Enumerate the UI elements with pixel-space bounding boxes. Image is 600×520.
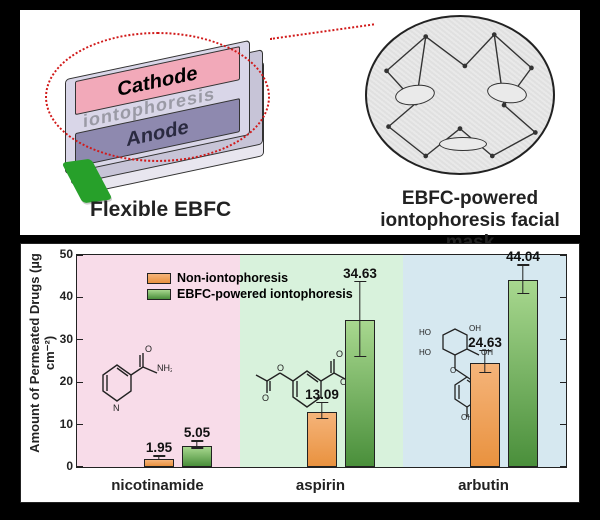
- bar-arbutin-ebfc: [508, 280, 538, 467]
- bar-nicotinamide-non: [144, 459, 174, 467]
- svg-text:O: O: [336, 349, 343, 359]
- legend-label-ebfc: EBFC-powered iontophoresis: [177, 287, 353, 301]
- x-label-nicotinamide: nicotinamide: [76, 477, 239, 494]
- value-label-arbutin-ebfc: 44.04: [502, 249, 544, 264]
- legend-row-ebfc: EBFC-powered iontophoresis: [147, 287, 353, 301]
- errorbar-arbutin-ebfc: [522, 264, 523, 294]
- value-label-arbutin-non: 24.63: [464, 335, 506, 350]
- y-tick: [560, 254, 566, 255]
- facial-mask-diagram: [365, 15, 555, 185]
- svg-text:O: O: [277, 363, 284, 373]
- y-tick: [77, 254, 83, 255]
- bar-nicotinamide-ebfc: [182, 446, 212, 467]
- y-tick: [77, 382, 83, 383]
- svg-text:O: O: [450, 366, 456, 375]
- svg-text:HO: HO: [419, 328, 431, 337]
- y-tick: [560, 297, 566, 298]
- bar-arbutin-non: [470, 363, 500, 467]
- y-tick: [560, 339, 566, 340]
- dotted-ellipse-callout: [45, 32, 270, 162]
- value-label-aspirin-ebfc: 34.63: [339, 266, 381, 281]
- y-tick: [560, 466, 566, 467]
- bar-aspirin-ebfc: [345, 320, 375, 467]
- y-tick: [77, 424, 83, 425]
- caption-right-line1: EBFC-powered: [402, 188, 538, 209]
- chart-legend: Non-iontophoresis EBFC-powered iontophor…: [147, 271, 353, 303]
- svg-text:HO: HO: [419, 348, 431, 357]
- errorbar-nicotinamide-ebfc: [196, 440, 197, 448]
- svg-text:O: O: [145, 344, 152, 354]
- y-tick: [77, 339, 83, 340]
- y-axis-label: Amount of Permeated Drugs (µg cm⁻²): [27, 238, 58, 468]
- legend-row-non: Non-iontophoresis: [147, 271, 353, 285]
- mask-mouth: [439, 137, 487, 151]
- y-tick: [77, 466, 83, 467]
- legend-swatch-ebfc: [147, 289, 171, 300]
- value-label-nicotinamide-ebfc: 5.05: [176, 425, 218, 440]
- bar-aspirin-non: [307, 412, 337, 468]
- mask-outline: [365, 15, 555, 175]
- bar-chart-panel: Amount of Permeated Drugs (µg cm⁻²) Non-…: [20, 243, 580, 503]
- nicotinamide-molecule-icon: O NH₂ N: [87, 343, 172, 415]
- svg-text:O: O: [262, 393, 269, 403]
- svg-text:OH: OH: [469, 325, 481, 333]
- value-label-aspirin-non: 13.09: [301, 387, 343, 402]
- errorbar-aspirin-ebfc: [359, 281, 360, 357]
- y-tick-label: 20: [55, 374, 73, 388]
- y-tick-label: 40: [55, 289, 73, 303]
- svg-text:NH₂: NH₂: [157, 363, 172, 373]
- dotted-leader-line: [270, 23, 374, 40]
- y-tick-label: 30: [55, 332, 73, 346]
- y-tick-label: 0: [55, 459, 73, 473]
- y-tick-label: 50: [55, 247, 73, 261]
- errorbar-arbutin-non: [484, 350, 485, 374]
- value-label-nicotinamide-non: 1.95: [138, 440, 180, 455]
- y-tick: [560, 424, 566, 425]
- errorbar-aspirin-non: [321, 402, 322, 419]
- chart-plot-area: Non-iontophoresis EBFC-powered iontophor…: [76, 254, 567, 468]
- schematic-panel: Cathode iontophoresis Anode: [20, 10, 580, 235]
- svg-text:N: N: [113, 403, 120, 413]
- x-label-arbutin: arbutin: [402, 477, 565, 494]
- y-tick: [77, 297, 83, 298]
- y-tick: [560, 382, 566, 383]
- y-tick-label: 10: [55, 417, 73, 431]
- x-label-aspirin: aspirin: [239, 477, 402, 494]
- legend-label-non: Non-iontophoresis: [177, 271, 288, 285]
- caption-left: Flexible EBFC: [90, 198, 231, 222]
- legend-swatch-non: [147, 273, 171, 284]
- errorbar-nicotinamide-non: [158, 455, 159, 460]
